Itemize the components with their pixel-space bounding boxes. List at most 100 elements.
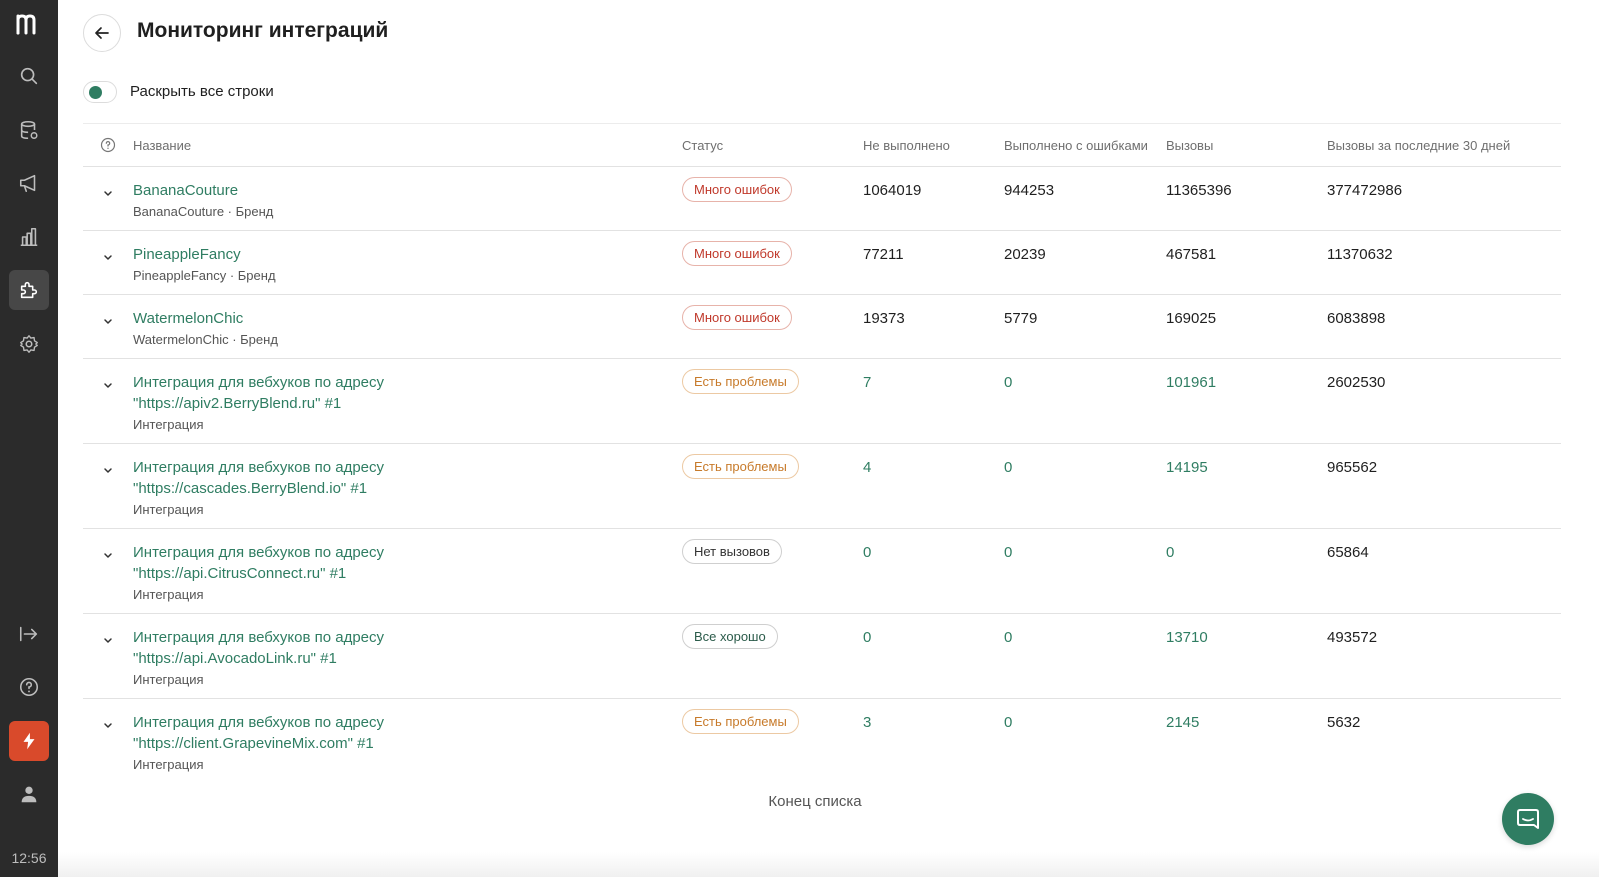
logo-icon (16, 14, 36, 35)
sidebar-item-campaigns[interactable] (9, 163, 49, 203)
column-header-not-done[interactable]: Не выполнено (863, 138, 950, 153)
sidebar-item-collapse[interactable] (9, 614, 49, 654)
help-icon (19, 677, 39, 697)
cell-not-done-link[interactable]: 0 (863, 544, 872, 561)
cell-calls-link[interactable]: 101961 (1166, 374, 1217, 391)
chat-icon (1517, 809, 1539, 829)
status-badge: Нет вызовов (682, 539, 782, 564)
cell-not-done: 19373 (863, 310, 905, 327)
status-badge: Много ошибок (682, 241, 792, 266)
integration-subtitle: Интеграция (133, 672, 204, 687)
cell-with-errors: 5779 (1004, 310, 1038, 327)
cell-calls-30-days: 65864 (1327, 544, 1369, 561)
sidebar-item-database[interactable] (9, 110, 49, 150)
back-button[interactable] (83, 14, 121, 52)
integration-subtitle: Интеграция (133, 757, 204, 772)
table-header: Название Статус Не выполнено Выполнено с… (83, 123, 1561, 167)
cell-with-errors-link[interactable]: 0 (1004, 714, 1013, 731)
integration-name-link[interactable]: Интеграция для вебхуков по адресу "https… (133, 459, 385, 497)
status-badge: Много ошибок (682, 305, 792, 330)
sidebar-item-help[interactable] (9, 667, 49, 707)
expand-all-toggle[interactable] (83, 81, 117, 103)
puzzle-icon (20, 281, 38, 299)
chevron-down-icon[interactable] (101, 548, 115, 562)
table-row[interactable]: Интеграция для вебхуков по адресу "https… (83, 699, 1561, 784)
table-row[interactable]: Интеграция для вебхуков по адресу "https… (83, 529, 1561, 614)
integration-subtitle: Интеграция (133, 417, 204, 432)
chevron-down-icon[interactable] (101, 718, 115, 732)
cell-with-errors-link[interactable]: 0 (1004, 374, 1013, 391)
sidebar-item-profile[interactable] (9, 774, 49, 814)
user-icon (21, 786, 37, 803)
chevron-down-icon[interactable] (101, 378, 115, 392)
integration-name-link[interactable]: BananaCouture (133, 182, 239, 199)
megaphone-icon (19, 174, 36, 193)
bottom-shadow (58, 852, 1599, 877)
sidebar-item-settings[interactable] (9, 324, 49, 364)
status-badge: Есть проблемы (682, 454, 799, 479)
chevron-down-icon[interactable] (101, 633, 115, 647)
lightning-icon (23, 732, 35, 750)
sidebar-item-power[interactable] (9, 721, 49, 761)
chevron-down-icon[interactable] (101, 314, 115, 328)
cell-not-done-link[interactable]: 3 (863, 714, 872, 731)
table-row[interactable]: WatermelonChic WatermelonChic · Бренд Мн… (83, 295, 1561, 359)
cell-calls: 11365396 (1166, 182, 1232, 199)
cell-calls: 169025 (1166, 310, 1217, 327)
cell-calls-link[interactable]: 14195 (1166, 459, 1208, 476)
sidebar-item-integrations[interactable] (9, 270, 49, 310)
cell-with-errors: 944253 (1004, 182, 1055, 199)
cell-with-errors-link[interactable]: 0 (1004, 459, 1013, 476)
cell-calls-30-days: 2602530 (1327, 374, 1386, 391)
sidebar-item-analytics[interactable] (9, 217, 49, 257)
cell-calls-30-days: 493572 (1327, 629, 1378, 646)
logout-icon (19, 626, 38, 642)
column-header-status[interactable]: Статус (682, 138, 724, 153)
integration-name-link[interactable]: WatermelonChic (133, 310, 244, 327)
logo[interactable] (0, 4, 58, 44)
cell-not-done-link[interactable]: 7 (863, 374, 872, 391)
chevron-down-icon[interactable] (101, 186, 115, 200)
integration-name-link[interactable]: PineappleFancy (133, 246, 241, 263)
integration-subtitle: Интеграция (133, 587, 204, 602)
question-icon[interactable] (100, 137, 116, 153)
cell-calls-30-days: 5632 (1327, 714, 1361, 731)
cell-not-done-link[interactable]: 0 (863, 629, 872, 646)
integration-subtitle: PineappleFancy · Бренд (133, 268, 276, 283)
table-row[interactable]: Интеграция для вебхуков по адресу "https… (83, 614, 1561, 699)
end-of-list: Конец списка (768, 793, 862, 810)
clock: 12:56 (11, 850, 47, 866)
column-header-with-errors[interactable]: Выполнено с ошибками (1004, 138, 1148, 153)
status-badge: Много ошибок (682, 177, 792, 202)
table-row[interactable]: Интеграция для вебхуков по адресу "https… (83, 444, 1561, 529)
integration-name-link[interactable]: Интеграция для вебхуков по адресу "https… (133, 544, 385, 582)
chat-button[interactable] (1502, 793, 1554, 845)
toggle-knob (89, 86, 102, 99)
column-header-calls[interactable]: Вызовы (1166, 138, 1214, 153)
cell-not-done: 1064019 (863, 182, 922, 199)
integration-name-link[interactable]: Интеграция для вебхуков по адресу "https… (133, 629, 385, 667)
cell-not-done: 77211 (863, 246, 904, 263)
table-row[interactable]: PineappleFancy PineappleFancy · Бренд Мн… (83, 231, 1561, 295)
table-row[interactable]: Интеграция для вебхуков по адресу "https… (83, 359, 1561, 444)
cell-not-done-link[interactable]: 4 (863, 459, 872, 476)
cell-with-errors: 20239 (1004, 246, 1046, 263)
cell-with-errors-link[interactable]: 0 (1004, 629, 1013, 646)
cell-with-errors-link[interactable]: 0 (1004, 544, 1013, 561)
chevron-down-icon[interactable] (101, 250, 115, 264)
cell-calls-link[interactable]: 13710 (1166, 629, 1208, 646)
cell-calls-link[interactable]: 2145 (1166, 714, 1200, 731)
column-header-name[interactable]: Название (133, 138, 192, 153)
integrations-table: Название Статус Не выполнено Выполнено с… (83, 123, 1561, 784)
integration-name-link[interactable]: Интеграция для вебхуков по адресу "https… (133, 374, 385, 412)
integration-name-link[interactable]: Интеграция для вебхуков по адресу "https… (133, 714, 385, 752)
sidebar-item-search[interactable] (9, 56, 49, 96)
cell-calls-30-days: 6083898 (1327, 310, 1386, 327)
column-header-calls-30-days[interactable]: Вызовы за последние 30 дней (1327, 138, 1511, 153)
chevron-down-icon[interactable] (101, 463, 115, 477)
table-row[interactable]: BananaCouture BananaCouture · Бренд Мног… (83, 167, 1561, 231)
sidebar: 12:56 (0, 0, 58, 877)
gear-icon (20, 335, 38, 353)
main-content: Мониторинг интеграций Раскрыть все строк… (58, 0, 1599, 877)
cell-calls-link[interactable]: 0 (1166, 544, 1175, 561)
